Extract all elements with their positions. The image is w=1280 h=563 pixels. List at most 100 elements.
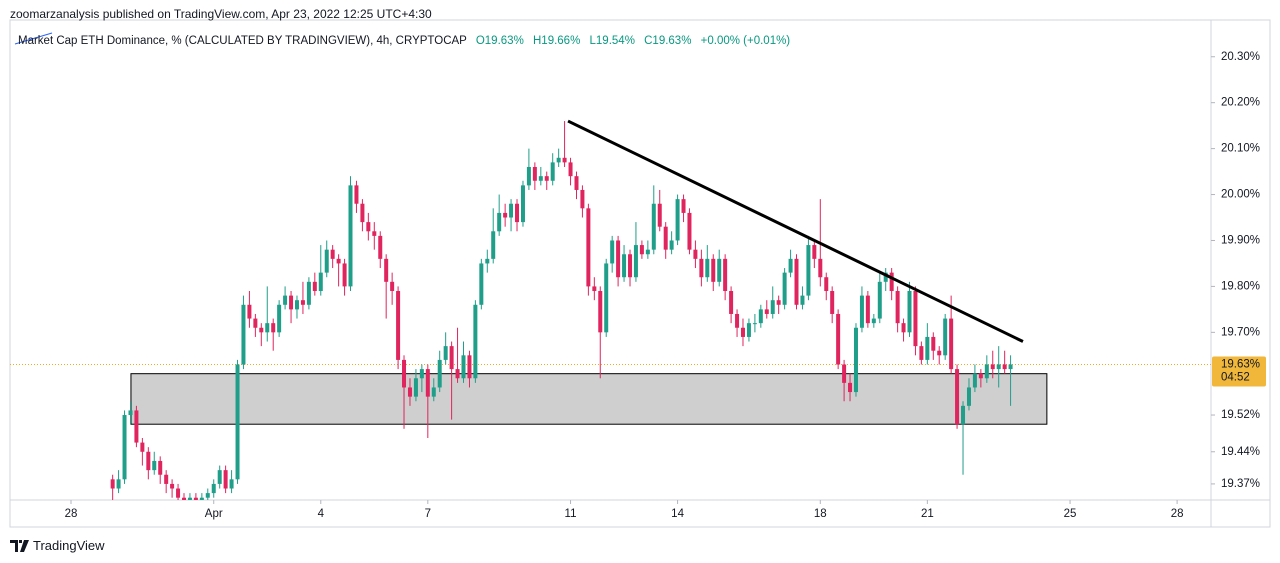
- drawing-stroke: [14, 32, 53, 45]
- candle-body: [937, 350, 942, 356]
- y-tick-label: 19.80%: [1221, 280, 1260, 292]
- candle-body: [473, 304, 478, 379]
- candle-body: [407, 387, 412, 397]
- candle-body: [372, 231, 377, 236]
- candle-body: [497, 212, 502, 232]
- candle-body: [1008, 364, 1013, 370]
- candle-body: [931, 336, 936, 351]
- candle-body: [241, 304, 246, 365]
- candle-body: [889, 272, 894, 292]
- candle-body: [972, 373, 977, 388]
- candle-body: [164, 474, 169, 484]
- candle-body: [764, 309, 769, 314]
- ohlc-close: C19.63%: [644, 35, 692, 47]
- legend: Market Cap ETH Dominance, % (CALCULATED …: [18, 35, 790, 47]
- candle-body: [277, 304, 282, 333]
- candle-body: [568, 162, 573, 177]
- candle-body: [859, 295, 864, 328]
- candle-body: [199, 497, 204, 500]
- candle-body: [669, 240, 674, 250]
- candle-body: [562, 157, 567, 163]
- y-tick-label: 20.20%: [1221, 97, 1260, 109]
- candle-body: [526, 166, 531, 186]
- candle-body: [413, 378, 418, 397]
- candle-body: [848, 382, 853, 393]
- brand-logo: [10, 540, 29, 552]
- candle-body: [134, 410, 139, 443]
- candle-body: [283, 295, 288, 305]
- candle-body: [966, 387, 971, 406]
- last-price-label: 19.63%: [1221, 359, 1260, 371]
- candle-body: [883, 272, 888, 282]
- candle-body: [515, 203, 520, 223]
- candle-body: [895, 291, 900, 324]
- candle-body: [622, 254, 627, 278]
- candle-body: [663, 226, 668, 250]
- candle-body: [509, 203, 514, 218]
- candle-body: [687, 212, 692, 250]
- candle-body: [961, 405, 966, 425]
- candle-body: [699, 258, 704, 278]
- candle-body: [461, 355, 466, 379]
- x-tick-label: 18: [814, 508, 827, 520]
- candle-body: [443, 346, 448, 360]
- candle-body: [182, 497, 187, 500]
- x-tick-label: 28: [1171, 508, 1184, 520]
- brand-name: TradingView: [33, 538, 105, 553]
- candle-body: [871, 318, 876, 324]
- candle-body: [598, 291, 603, 333]
- candle-body: [390, 281, 395, 292]
- candle-body: [419, 369, 424, 379]
- frame: [9, 19, 1271, 528]
- y-tick-label: 19.52%: [1221, 409, 1260, 421]
- plot-area: [10, 119, 1211, 500]
- candle-body: [978, 373, 983, 379]
- candle-body: [746, 323, 751, 337]
- candle-body: [402, 359, 407, 388]
- candle-body: [735, 313, 740, 328]
- candle-body: [366, 222, 371, 232]
- candle-body: [437, 359, 442, 388]
- candle-body: [122, 415, 127, 480]
- candle-body: [170, 483, 175, 489]
- candle-body: [187, 497, 192, 500]
- x-tick-label: 21: [921, 508, 934, 520]
- candle-body: [996, 364, 1001, 370]
- candle-body: [651, 203, 656, 250]
- candle-body: [800, 295, 805, 305]
- candle-body: [830, 291, 835, 314]
- candle-body: [990, 364, 995, 370]
- x-tick-label: 28: [65, 508, 78, 520]
- x-tick-label: Apr: [205, 508, 223, 520]
- candle-body: [610, 240, 615, 264]
- candle-body: [247, 304, 252, 319]
- candle-body: [532, 166, 537, 181]
- candle-body: [479, 263, 484, 305]
- candle-body: [431, 387, 436, 397]
- y-tick-label: 19.90%: [1221, 235, 1260, 247]
- candle-body: [300, 300, 305, 305]
- candle-body: [711, 258, 716, 282]
- candle-body: [235, 364, 240, 480]
- candle-body: [467, 355, 472, 379]
- ohlc-open: O19.63%: [475, 35, 524, 47]
- candle-body: [693, 249, 698, 259]
- candle-body: [788, 258, 793, 273]
- candle-body: [580, 189, 585, 209]
- candle-body: [943, 318, 948, 356]
- candle-body: [913, 291, 918, 347]
- candle-body: [758, 309, 763, 324]
- candle-body: [116, 479, 121, 489]
- candle-body: [842, 364, 847, 383]
- candle-body: [919, 346, 924, 360]
- ohlc-high: H19.66%: [533, 35, 581, 47]
- candle-body: [384, 258, 389, 282]
- candle-body: [318, 272, 323, 292]
- candle-body: [330, 249, 335, 259]
- candle-body: [520, 185, 525, 223]
- candle-body: [865, 295, 870, 324]
- candle-body: [877, 281, 882, 319]
- y-tick-label: 19.44%: [1221, 446, 1260, 458]
- candle-body: [229, 479, 234, 489]
